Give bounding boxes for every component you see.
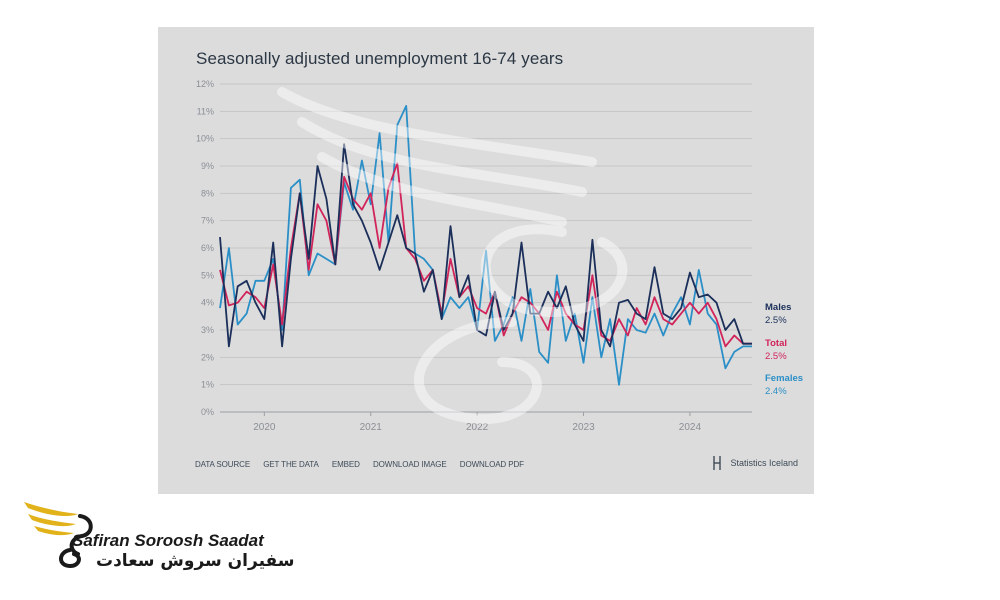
chart-title: Seasonally adjusted unemployment 16-74 y… xyxy=(196,49,564,68)
y-tick-label: 10% xyxy=(196,134,214,144)
statistics-iceland-logo-icon xyxy=(713,456,722,470)
chart-footer-links: DATA SOURCE GET THE DATA EMBED DOWNLOAD … xyxy=(195,460,535,469)
y-tick-label: 1% xyxy=(201,380,214,390)
y-tick-label: 9% xyxy=(201,161,214,171)
y-tick-label: 0% xyxy=(201,407,214,417)
chart-card: Seasonally adjusted unemployment 16-74 y… xyxy=(158,27,814,494)
series-label-females: Females xyxy=(765,373,803,384)
y-tick-label: 6% xyxy=(201,243,214,253)
series-label-total: Total xyxy=(765,338,787,349)
x-tick-label: 2024 xyxy=(679,422,702,433)
x-tick-label: 2020 xyxy=(253,422,276,433)
data-source-link[interactable]: DATA SOURCE xyxy=(195,460,251,469)
series-value-total: 2.5% xyxy=(765,351,787,362)
company-logo-icon xyxy=(24,502,93,569)
get-the-data-link[interactable]: GET THE DATA xyxy=(263,460,319,469)
y-tick-label: 3% xyxy=(201,325,214,335)
company-name-persian: سفیران سروش سعادت xyxy=(96,551,295,571)
y-tick-label: 11% xyxy=(197,106,214,116)
download-image-link[interactable]: DOWNLOAD IMAGE xyxy=(372,460,447,469)
series-line-females xyxy=(219,105,752,386)
y-tick-label: 2% xyxy=(201,352,214,362)
x-tick-label: 2021 xyxy=(360,422,383,433)
series-value-females: 2.4% xyxy=(765,386,787,397)
statistics-iceland-brand[interactable]: Statistics Iceland xyxy=(710,455,798,471)
y-tick-label: 5% xyxy=(201,270,214,280)
series-line-males xyxy=(219,143,752,348)
y-tick-label: 12% xyxy=(196,79,214,89)
series-value-males: 2.5% xyxy=(765,315,787,326)
x-tick-label: 2023 xyxy=(572,422,595,433)
y-tick-label: 8% xyxy=(201,188,214,198)
x-tick-label: 2022 xyxy=(466,422,489,433)
y-tick-label: 7% xyxy=(201,216,214,226)
statistics-iceland-label: Statistics Iceland xyxy=(730,458,798,468)
series-line-total xyxy=(219,162,752,348)
embed-link[interactable]: EMBED xyxy=(331,460,360,469)
unemployment-chart: 0% 1% 2% 3% 4% 5% 6% 7% 8% 9% 10% 11% 12% 2020 2021 202… xyxy=(196,79,803,433)
download-pdf-link[interactable]: DOWNLOAD PDF xyxy=(459,460,524,469)
y-tick-label: 4% xyxy=(201,298,214,308)
series-label-males: Males xyxy=(765,302,791,313)
company-name-english: Safiran Soroosh Saadat xyxy=(72,531,264,550)
